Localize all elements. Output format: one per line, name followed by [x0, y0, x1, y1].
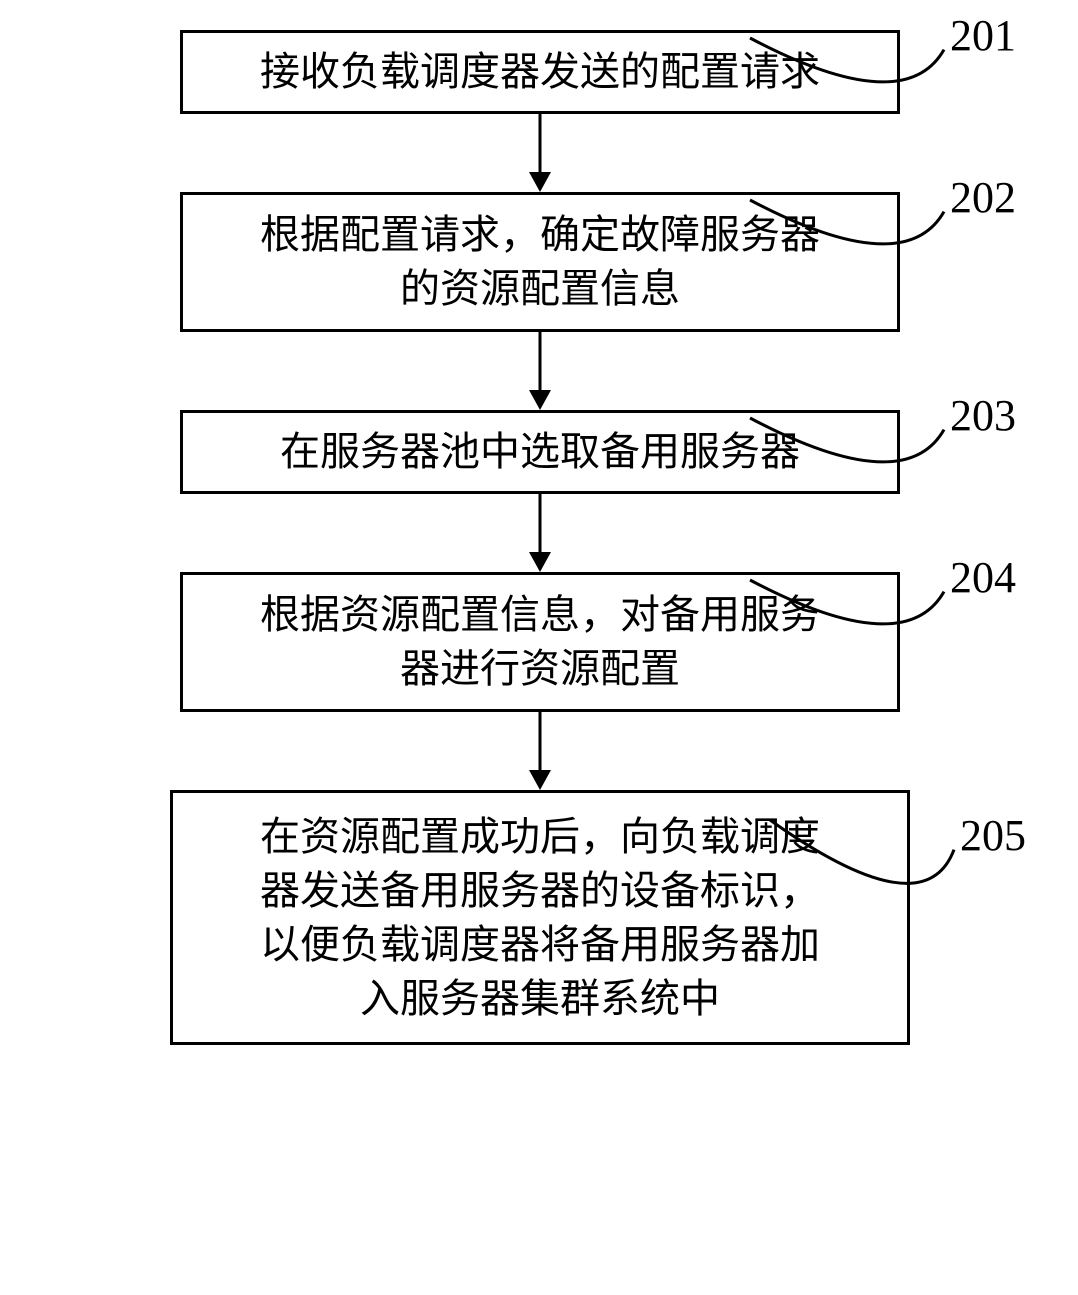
callout-label-203: 203 [950, 390, 1016, 441]
callout-line [710, 190, 954, 252]
flow-arrow [50, 114, 1030, 192]
flow-arrow [50, 332, 1030, 410]
flow-node-row: 根据配置请求，确定故障服务器的资源配置信息202 [50, 192, 1030, 332]
callout-line [710, 28, 954, 90]
callout-label-205: 205 [960, 810, 1026, 861]
callout-label-202: 202 [950, 172, 1016, 223]
callout-line [730, 810, 964, 890]
flow-arrow [50, 494, 1030, 572]
callout-label-204: 204 [950, 552, 1016, 603]
callout-line [710, 408, 954, 470]
callout-label-201: 201 [950, 10, 1016, 61]
flow-node-row: 接收负载调度器发送的配置请求201 [50, 30, 1030, 114]
flow-arrow [50, 712, 1030, 790]
flow-node-row: 在服务器池中选取备用服务器203 [50, 410, 1030, 494]
flow-node-row: 根据资源配置信息，对备用服务器进行资源配置204 [50, 572, 1030, 712]
flowchart-container: 接收负载调度器发送的配置请求201 根据配置请求，确定故障服务器的资源配置信息20… [50, 30, 1030, 1045]
callout-line [710, 570, 954, 632]
flow-node-row: 在资源配置成功后，向负载调度器发送备用服务器的设备标识，以便负载调度器将备用服务… [50, 790, 1030, 1045]
